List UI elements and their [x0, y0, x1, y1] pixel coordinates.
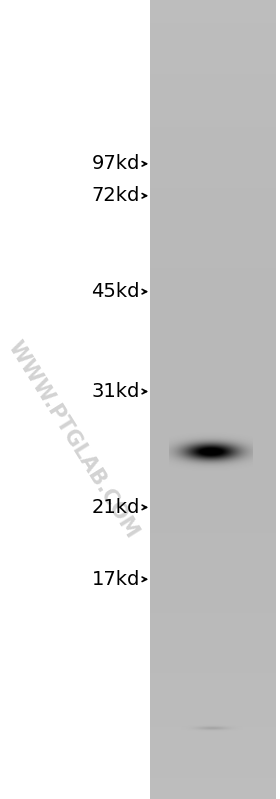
Text: 97kd: 97kd [92, 154, 140, 173]
Text: 17kd: 17kd [92, 570, 140, 589]
Text: 72kd: 72kd [92, 186, 140, 205]
Text: 21kd: 21kd [92, 498, 140, 517]
Text: 45kd: 45kd [92, 282, 140, 301]
Text: WWW.PTGLAB.COM: WWW.PTGLAB.COM [4, 337, 142, 542]
Text: 31kd: 31kd [92, 382, 140, 401]
